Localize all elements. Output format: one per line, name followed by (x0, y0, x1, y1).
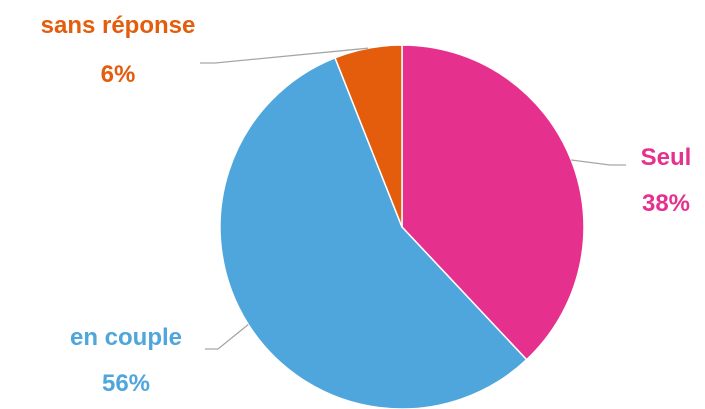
pie-slice-en-couple (219, 56, 528, 409)
label-name-en-couple: en couple (70, 324, 182, 351)
leader-line-en-couple (205, 323, 249, 350)
leader-line-sans-reponse (200, 47, 368, 64)
label-value-sans-reponse: 6% (101, 61, 136, 88)
label-name-seul: Seul (641, 144, 692, 171)
pie-slices (219, 44, 585, 409)
label-value-en-couple: 56% (102, 370, 150, 397)
label-name-sans-reponse: sans réponse (41, 12, 196, 39)
label-value-seul: 38% (642, 190, 690, 217)
leader-line-seul (571, 159, 626, 166)
pie-slice-seul (401, 44, 585, 361)
leader-lines (200, 47, 626, 350)
